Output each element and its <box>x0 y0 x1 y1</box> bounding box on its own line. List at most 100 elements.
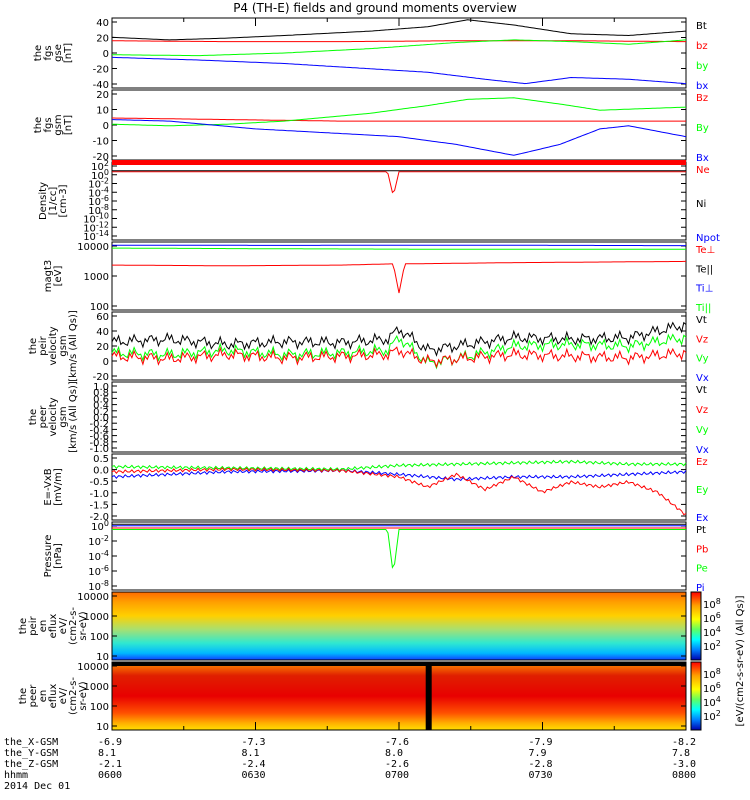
spectrogram-2 <box>112 662 686 730</box>
colorbar-tick: 104 <box>703 625 721 639</box>
y-tick-label: -20 <box>93 372 109 383</box>
y-tick-label: 0.8 <box>93 388 109 399</box>
legend-entry: By <box>696 123 709 134</box>
panel-frame <box>111 591 687 661</box>
series-line <box>112 117 686 122</box>
x-tick-value: 0600 <box>98 770 123 781</box>
y-tick-label: -1.5 <box>89 500 109 511</box>
legend-entry: Vz <box>696 405 708 416</box>
y-axis-label: thefgsgsm[nT] <box>33 114 74 135</box>
legend-entry: bz <box>696 41 708 52</box>
x-tick-value: -7.6 <box>385 737 410 748</box>
legend-entry: Ne <box>696 165 710 176</box>
y-tick-label: 0.0 <box>93 413 109 424</box>
legend-entry: Ni <box>696 199 706 210</box>
y-tick-label: 100 <box>90 632 109 643</box>
y-tick-label: 1000 <box>84 272 109 283</box>
x-row-label: the_Z-GSM <box>4 759 59 770</box>
panel-9: 10000 1000 100 10 thepeirenefluxeV/(cm2-s-sr… <box>18 591 687 663</box>
panel-6: 1.00.80.60.40.20.0-0.2-0.4-0.6-0.8-1.0 th… <box>28 381 709 456</box>
colorbar-tick: 102 <box>703 639 721 653</box>
x-tick-value: -8.2 <box>672 737 697 748</box>
y-tick-label: 1.0 <box>93 382 109 393</box>
y-tick-label: 10-10 <box>83 212 109 226</box>
panel-4: 10000 1000 100 magt3[eV] Te⊥ Te|| Ti⊥ Ti|| <box>43 241 715 314</box>
series-line <box>112 39 687 57</box>
y-tick-label: -1.0 <box>89 444 109 455</box>
y-tick-label: 20 <box>96 342 109 353</box>
x-tick-value: -7.9 <box>528 737 553 748</box>
y-tick-label: -0.4 <box>89 425 109 436</box>
y-tick-label: -20 <box>93 152 109 163</box>
y-tick-label: 0 <box>103 49 109 60</box>
legend-entry: Pt <box>696 525 706 536</box>
x-tick-value: 7.8 <box>672 748 691 759</box>
series-line <box>112 119 687 156</box>
x-row-label: the_Y-GSM <box>4 748 59 759</box>
colorbar-tick: 102 <box>703 709 721 723</box>
spectrogram-1 <box>112 592 686 660</box>
y-tick-label: 102 <box>91 159 109 173</box>
y-tick-label: 10-6 <box>88 564 109 578</box>
y-tick-label: -0.5 <box>89 477 109 488</box>
y-tick-label: 40 <box>96 18 109 29</box>
y-tick-label: 10-6 <box>88 194 109 208</box>
y-axis-label: Pressure[nPa] <box>43 535 64 578</box>
legend-entry: bx <box>696 81 708 92</box>
panel-frame <box>111 241 687 311</box>
series-line <box>111 459 687 472</box>
y-axis-label: thepeerenefluxeV/(cm2-s-sr-eV) <box>18 677 89 715</box>
legend-entry: Npot <box>696 233 720 244</box>
x-tick-value: -7.3 <box>241 737 266 748</box>
colorbar-tick: 106 <box>703 681 721 695</box>
y-tick-label: 0.6 <box>93 394 109 405</box>
legend-entry: Vy <box>696 354 709 365</box>
density-flag-bar <box>112 160 686 165</box>
y-tick-label: 0.2 <box>93 407 109 418</box>
x-tick-value: 0700 <box>385 770 410 781</box>
x-tick-value: -6.9 <box>98 737 123 748</box>
colorbar-tick: 106 <box>703 611 721 625</box>
y-tick-label: 10 <box>96 106 109 117</box>
series-line <box>112 260 686 294</box>
y-tick-label: -0.6 <box>89 432 109 443</box>
panel-5: 60 40 20 0 -20 thepeirvelocitygsm[km/s (All Q… <box>28 310 709 384</box>
x-row-label: the_X-GSM <box>4 737 59 748</box>
panel-frame <box>111 453 687 521</box>
y-tick-label: 100 <box>90 702 109 713</box>
x-tick-value: 8.0 <box>385 748 404 759</box>
legend-entry: Ex <box>696 513 708 524</box>
y-tick-label: 10-14 <box>83 229 109 243</box>
y-tick-label: 10000 <box>77 662 109 673</box>
y-tick-label: 1000 <box>84 682 109 693</box>
panel-10: 10000 1000 100 10 thepeerenefluxeV/(cm2-s-sr… <box>18 661 687 733</box>
y-tick-label: 0.4 <box>93 401 109 412</box>
y-tick-label: 1000 <box>84 612 109 623</box>
panel-1: 40 20 0 -20 -40 thefgsgse[nT] Bt bz by bx <box>33 17 708 92</box>
plot-title: P4 (TH-E) fields and ground moments over… <box>233 1 517 15</box>
series-line <box>111 346 687 369</box>
y-tick-label: 100 <box>91 168 109 182</box>
data-gap-top <box>112 662 686 666</box>
data-gap <box>425 662 432 730</box>
y-tick-label: 10000 <box>77 242 109 253</box>
legend-entry: Ti⊥ <box>695 284 713 295</box>
y-tick-label: -1.0 <box>89 489 109 500</box>
y-tick-label: -20 <box>93 65 109 76</box>
legend-entry: Vx <box>696 373 709 384</box>
series-line <box>112 56 687 85</box>
x-tick-value: -2.4 <box>241 759 266 770</box>
panel-frame <box>111 381 687 453</box>
y-tick-label: 10-8 <box>88 203 109 217</box>
series-line <box>111 333 687 370</box>
series-line <box>112 529 686 569</box>
y-tick-label: 10-8 <box>88 579 109 593</box>
series-line <box>112 40 686 43</box>
y-tick-label: 0 <box>103 121 109 132</box>
y-axis-label: thefgsgse[nT] <box>33 43 74 63</box>
y-tick-label: 100 <box>90 302 109 313</box>
y-tick-label: 0.5 <box>93 454 109 465</box>
colorbar-scale-1 <box>690 591 702 661</box>
